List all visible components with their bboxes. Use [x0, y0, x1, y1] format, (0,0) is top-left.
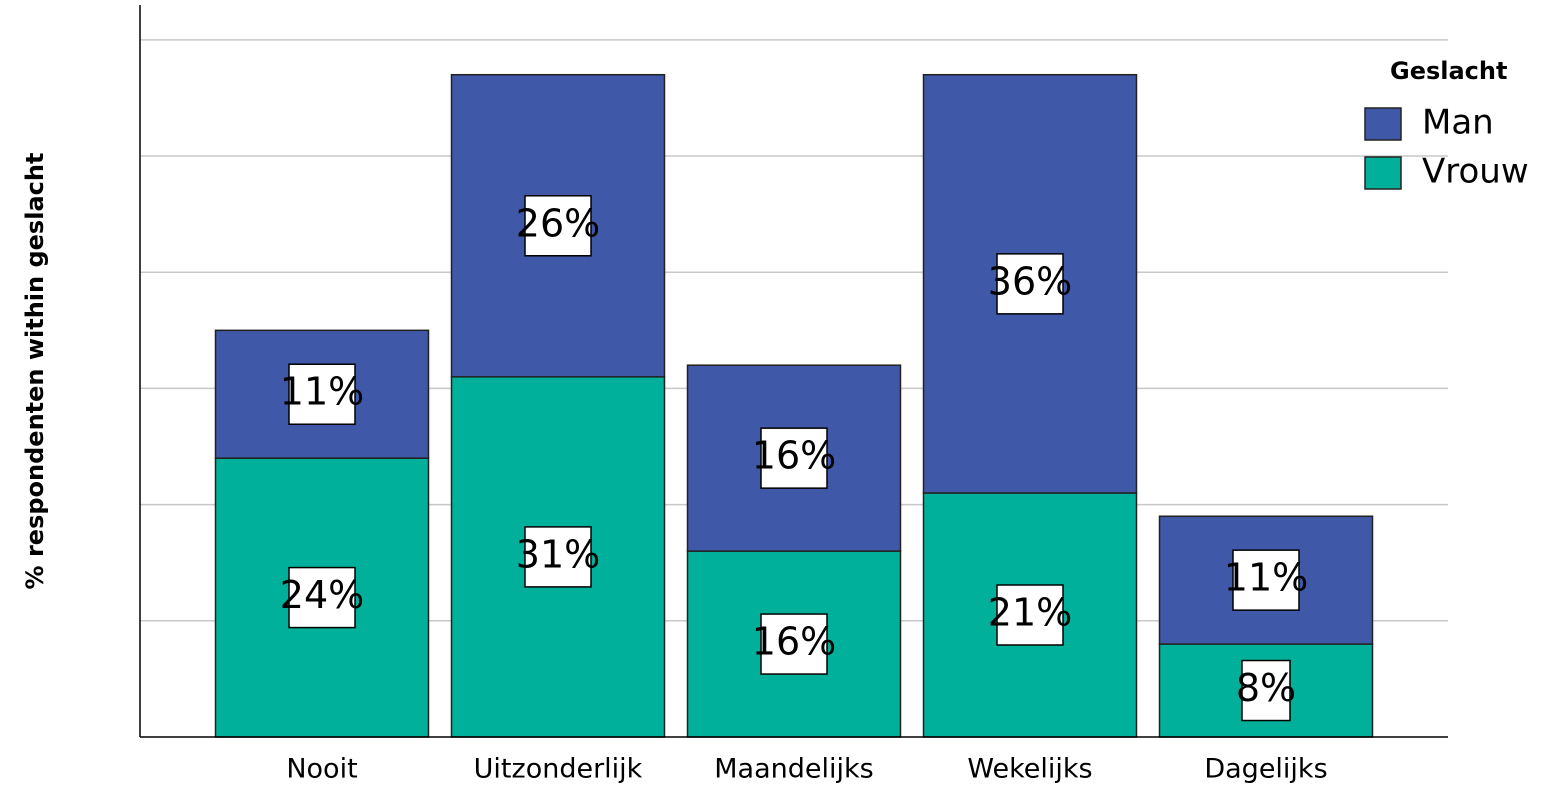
x-tick-label: Dagelijks: [1204, 754, 1327, 785]
x-tick-label: Wekelijks: [967, 754, 1092, 785]
value-label-box: [524, 195, 592, 257]
value-label-box: [288, 566, 356, 629]
x-tick-label: Uitzonderlijk: [474, 754, 643, 785]
value-label-box: [1232, 549, 1300, 611]
value-label-box: [760, 613, 828, 675]
x-tick-label: Maandelijks: [714, 754, 873, 785]
value-label-box: [760, 427, 828, 489]
value-label-box: [524, 526, 592, 588]
value-label-box: [1241, 659, 1291, 722]
value-label: 26%: [516, 201, 600, 245]
value-label: 36%: [988, 259, 1072, 303]
legend-swatch: [1364, 107, 1402, 141]
value-label: 8%: [1236, 666, 1296, 710]
y-axis-label: % respondenten within geslacht: [21, 153, 49, 590]
x-tick-label: Nooit: [286, 754, 357, 785]
value-label-box: [996, 584, 1064, 646]
value-label: 16%: [752, 620, 836, 664]
value-label: 16%: [752, 434, 836, 478]
value-label: 31%: [516, 532, 600, 576]
value-label: 24%: [280, 573, 364, 617]
value-label: 21%: [988, 591, 1072, 635]
value-label: 11%: [1224, 556, 1308, 600]
legend-title: Geslacht: [1390, 57, 1507, 85]
value-label-box: [996, 253, 1064, 315]
legend-label: Man: [1422, 103, 1494, 143]
bar-segment: [1158, 515, 1374, 645]
legend-swatch: [1364, 156, 1402, 190]
value-label: 11%: [280, 370, 364, 414]
legend-label: Vrouw: [1422, 152, 1529, 192]
value-label-box: [288, 363, 356, 425]
